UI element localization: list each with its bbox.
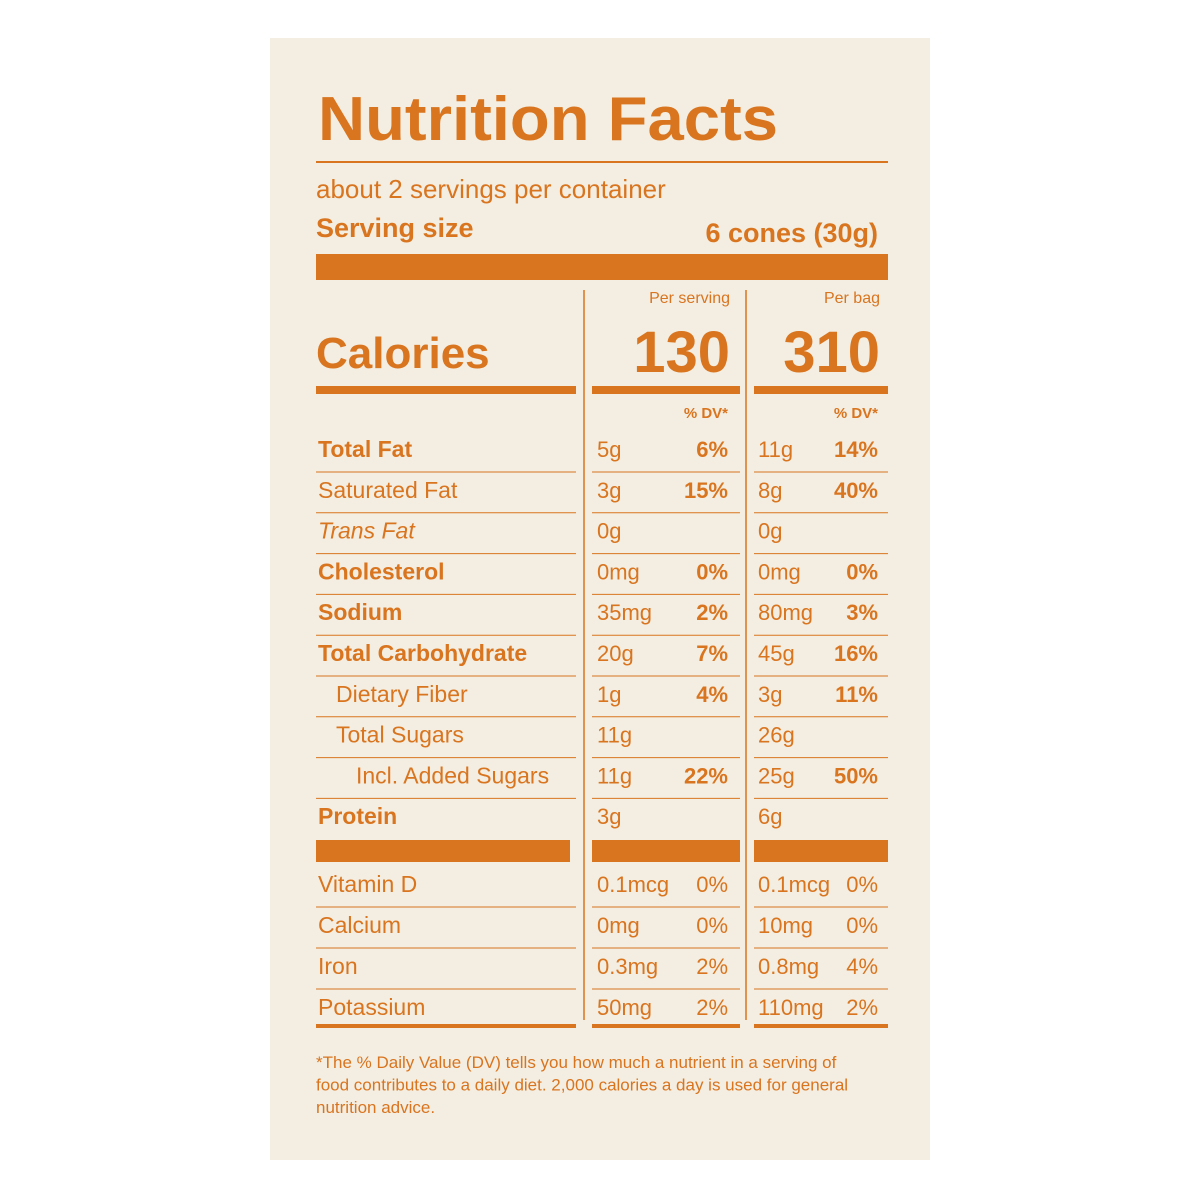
dv-heading: % DV*: [834, 405, 878, 422]
amount: 0.1mcg: [597, 872, 669, 897]
amount: 5g: [597, 437, 621, 462]
daily-value: 4%: [696, 682, 728, 707]
daily-value: 2%: [846, 995, 878, 1020]
amount: 3g: [597, 804, 621, 829]
amount: 11g: [758, 437, 793, 462]
amount: 50mg: [597, 995, 652, 1020]
nutrient-name: Protein: [318, 803, 397, 829]
calories-value: 130: [633, 320, 730, 385]
nutrient-name: Vitamin D: [318, 871, 417, 897]
daily-value: 6%: [696, 437, 728, 462]
daily-value: 16%: [834, 641, 878, 666]
amount: 0mg: [758, 559, 801, 584]
amount: 10mg: [758, 913, 813, 938]
daily-value: 0%: [846, 913, 878, 938]
daily-value: 2%: [696, 954, 728, 979]
daily-value: 0%: [696, 559, 728, 584]
thick-rule: [316, 386, 576, 394]
nutrient-name: Incl. Added Sugars: [356, 762, 549, 788]
nutrient-name: Trans Fat: [318, 518, 416, 544]
amount: 0mg: [597, 559, 640, 584]
daily-value: 0%: [846, 872, 878, 897]
thick-bar: [316, 840, 570, 862]
nutrient-name: Dietary Fiber: [336, 681, 468, 707]
amount: 3g: [758, 682, 782, 707]
daily-value: 4%: [846, 954, 878, 979]
daily-value: 0%: [696, 913, 728, 938]
daily-value: 40%: [834, 478, 878, 503]
daily-value: 0%: [696, 872, 728, 897]
amount: 26g: [758, 723, 795, 748]
title: Nutrition Facts: [318, 85, 778, 154]
amount: 0g: [597, 519, 621, 544]
nutrient-name: Total Fat: [318, 436, 412, 462]
amount: 6g: [758, 804, 782, 829]
amount: 20g: [597, 641, 634, 666]
thick-bar: [754, 840, 888, 862]
nutrient-name: Calcium: [318, 912, 401, 938]
daily-value: 50%: [834, 763, 878, 788]
amount: 25g: [758, 763, 795, 788]
amount: 0.8mg: [758, 954, 819, 979]
daily-value: 15%: [684, 478, 728, 503]
footnote: food contributes to a daily diet. 2,000 …: [316, 1076, 848, 1095]
footnote: *The % Daily Value (DV) tells you how mu…: [316, 1053, 837, 1072]
daily-value: 2%: [696, 995, 728, 1020]
amount: 80mg: [758, 600, 813, 625]
daily-value: 0%: [846, 559, 878, 584]
nutrient-name: Total Carbohydrate: [318, 640, 527, 666]
dv-heading: % DV*: [684, 405, 728, 422]
calories-value: 310: [783, 320, 880, 385]
column-heading: Per bag: [824, 290, 880, 307]
amount: 35mg: [597, 600, 652, 625]
serving-size-value: 6 cones (30g): [705, 218, 878, 248]
nutrient-name: Iron: [318, 953, 358, 979]
nutrient-name: Saturated Fat: [318, 477, 458, 503]
thick-rule: [754, 386, 888, 394]
amount: 0g: [758, 519, 782, 544]
amount: 0.1mcg: [758, 872, 830, 897]
label-panel: [270, 38, 930, 1160]
amount: 3g: [597, 478, 621, 503]
amount: 110mg: [758, 995, 824, 1020]
servings: about 2 servings per container: [316, 174, 666, 204]
amount: 0.3mg: [597, 954, 658, 979]
daily-value: 22%: [684, 763, 728, 788]
amount: 11g: [597, 723, 632, 748]
thick-bar: [316, 254, 888, 280]
daily-value: 3%: [846, 600, 878, 625]
thick-rule: [592, 386, 740, 394]
nutrient-name: Potassium: [318, 994, 425, 1020]
thick-bar: [592, 840, 740, 862]
serving-size-label: Serving size: [316, 213, 474, 243]
amount: 8g: [758, 478, 782, 503]
daily-value: 7%: [696, 641, 728, 666]
daily-value: 11%: [835, 682, 878, 707]
daily-value: 2%: [696, 600, 728, 625]
nutrient-name: Sodium: [318, 599, 402, 625]
daily-value: 14%: [834, 437, 878, 462]
amount: 11g: [597, 763, 632, 788]
amount: 1g: [597, 682, 621, 707]
calories-label: Calories: [316, 329, 490, 378]
amount: 0mg: [597, 913, 640, 938]
amount: 45g: [758, 641, 795, 666]
nutrient-name: Cholesterol: [318, 558, 445, 584]
nutrient-name: Total Sugars: [336, 722, 464, 748]
footnote: nutrition advice.: [316, 1098, 435, 1117]
column-heading: Per serving: [649, 290, 730, 307]
